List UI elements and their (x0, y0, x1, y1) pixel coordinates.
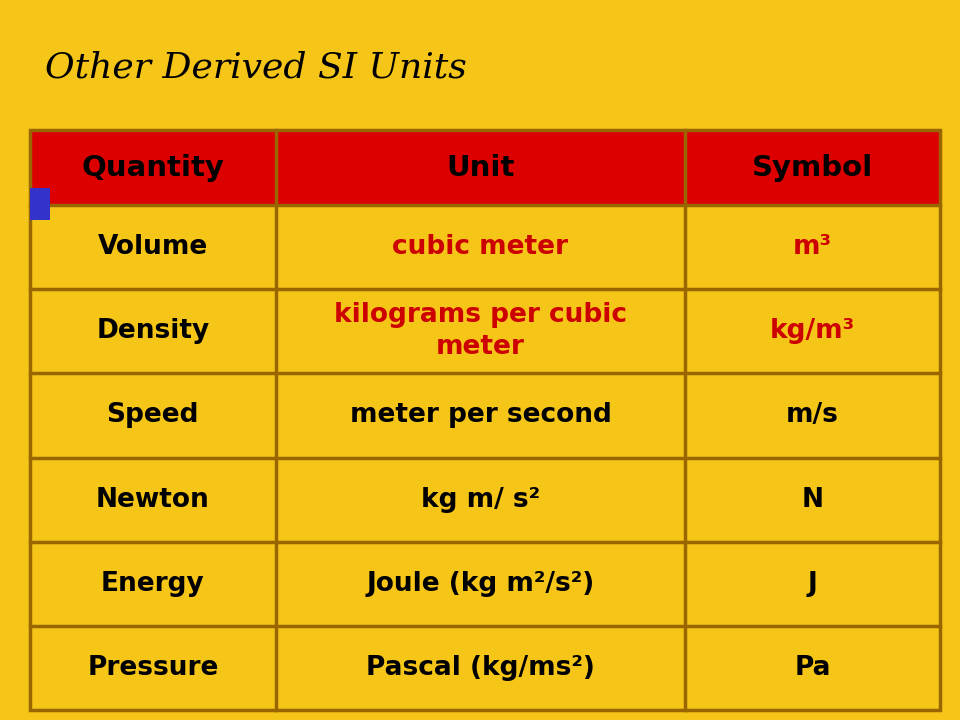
Text: Joule (kg m²/s²): Joule (kg m²/s²) (367, 571, 594, 597)
Bar (30, 541, 940, 626)
Text: Volume: Volume (98, 234, 208, 260)
Bar (30, 457, 940, 541)
Text: Density: Density (96, 318, 209, 344)
Text: Pa: Pa (794, 655, 830, 681)
Text: kg m/ s²: kg m/ s² (420, 487, 540, 513)
Text: Newton: Newton (96, 487, 209, 513)
Bar (30, 374, 940, 457)
Text: m/s: m/s (786, 402, 839, 428)
Bar (30, 130, 940, 205)
Text: Speed: Speed (107, 402, 199, 428)
Text: Quantity: Quantity (82, 153, 225, 181)
Text: Pascal (kg/ms²): Pascal (kg/ms²) (366, 655, 595, 681)
Text: Other Derived SI Units: Other Derived SI Units (45, 51, 467, 85)
Text: kg/m³: kg/m³ (770, 318, 855, 344)
Text: Unit: Unit (446, 153, 515, 181)
Text: Pressure: Pressure (87, 655, 219, 681)
Text: m³: m³ (793, 234, 832, 260)
Text: kilograms per cubic
meter: kilograms per cubic meter (334, 302, 627, 360)
Text: N: N (802, 487, 824, 513)
Bar (30, 626, 940, 710)
Text: J: J (807, 571, 818, 597)
Text: meter per second: meter per second (349, 402, 612, 428)
Bar (30, 205, 940, 289)
Bar (30, 188, 50, 220)
Text: Symbol: Symbol (752, 153, 874, 181)
Text: cubic meter: cubic meter (393, 234, 568, 260)
Bar (30, 130, 940, 710)
Text: Energy: Energy (101, 571, 204, 597)
Bar (30, 289, 940, 374)
